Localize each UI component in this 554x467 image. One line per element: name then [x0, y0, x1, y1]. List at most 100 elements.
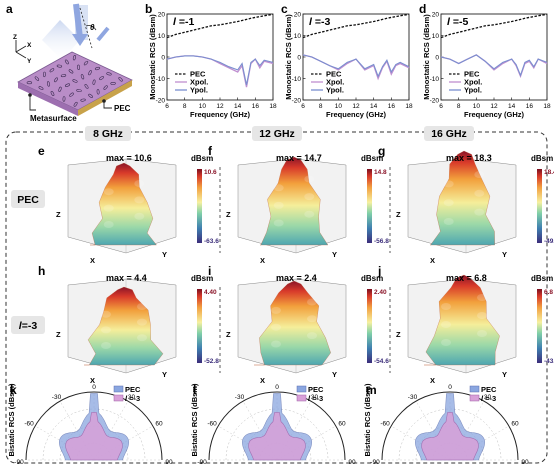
angle-tick-label: -30	[52, 394, 62, 401]
pattern-lobe	[307, 315, 317, 323]
panel-label-g: g	[378, 144, 385, 158]
x-tick-label: 10	[335, 103, 343, 110]
x-axis-arrow	[15, 45, 27, 53]
panel-label-i: i	[208, 264, 211, 278]
pattern-lobe	[441, 339, 451, 346]
y-axis-label: Monostatic RCS (dBsm)	[422, 14, 431, 100]
pattern-lobe	[443, 199, 454, 207]
legend-swatch-pec	[469, 385, 480, 393]
axis-x-label: X	[430, 256, 435, 265]
x-tick-label: 6	[165, 103, 169, 110]
x-tick-label: 6	[301, 103, 305, 110]
axis-y-label: Y	[502, 250, 507, 259]
pattern-lobe	[101, 342, 111, 349]
x-tick-label: 14	[234, 103, 242, 110]
pattern-lobe	[137, 303, 147, 310]
radiation-pattern-surface	[90, 162, 157, 246]
angle-tick-label: -90	[370, 459, 380, 466]
y-tick-label: 20	[294, 11, 302, 18]
legend-swatch-pec	[113, 385, 124, 393]
angle-tick-label: 90	[521, 459, 529, 466]
series-line-ypol	[440, 54, 548, 77]
angle-tick-label: 60	[155, 421, 163, 428]
polar-ring	[225, 408, 329, 461]
colorbar-min: -49.4	[544, 238, 554, 245]
colorbar-max: 2.40	[374, 289, 387, 296]
x-tick-label: 6	[439, 103, 443, 110]
radiation-pattern-surface	[254, 280, 331, 366]
pattern-lobe	[477, 312, 487, 319]
panel-label-b: b	[145, 2, 152, 16]
metasurface-pointer-dot	[28, 93, 32, 97]
unit-cell	[47, 81, 50, 87]
legend-swatch-l3	[296, 394, 307, 402]
axis-z-label: Z	[13, 34, 17, 41]
axis-x-label: X	[27, 42, 32, 49]
incident-arrowhead	[72, 34, 88, 46]
colorbar-min: -52.8	[204, 358, 219, 365]
legend-entry: PEC	[326, 70, 342, 79]
legend-entry-pec: PEC	[125, 385, 141, 394]
pattern-lobe	[304, 193, 315, 201]
pattern-lobe	[271, 340, 281, 348]
colorbar-max: 6.8	[544, 289, 553, 296]
axis-y-label: Y	[162, 250, 167, 259]
unit-cell	[99, 76, 104, 80]
axis-z-label: Z	[396, 210, 401, 219]
polar-spoke	[415, 400, 451, 461]
incident-beam-shape	[42, 20, 80, 60]
polar-spoke	[390, 425, 451, 461]
y-tick-label: -10	[430, 76, 440, 83]
y-tick-label: -20	[430, 97, 440, 104]
y-tick-label: 0	[435, 54, 439, 61]
colorbar	[197, 169, 202, 243]
unit-cell	[49, 68, 55, 73]
pattern-lobe	[101, 326, 111, 334]
pattern-lobe	[134, 196, 145, 204]
polar-ring	[398, 408, 502, 461]
x-tick-label: 18	[543, 103, 551, 110]
polar-ring	[381, 391, 519, 461]
colorbar-max: 18.4	[544, 169, 554, 176]
pattern-lobe	[304, 210, 315, 218]
series-line-pec	[166, 13, 274, 39]
x-axis-label: Frequency (GHz)	[326, 110, 387, 119]
pattern-lobe	[134, 212, 145, 220]
axis-y-label: Y	[27, 58, 32, 65]
monostatic-line-charts: b 6 8 10 12 14 16 18 -20 -10 0 10 20 Frequency (GHz) M…	[145, 2, 551, 119]
metasurface-pointer	[29, 95, 36, 111]
unit-cell	[69, 92, 74, 97]
pattern-lobe	[474, 208, 485, 216]
series-line-pec	[302, 13, 410, 39]
legend-swatch-l3	[113, 394, 124, 402]
polar-spoke	[276, 425, 337, 461]
panel-label-a: a	[6, 2, 13, 16]
angle-tick-label: 0	[448, 384, 452, 391]
pattern-lobe	[307, 332, 317, 340]
angle-tick-label: 60	[338, 421, 346, 428]
angle-tick-label: 30	[128, 394, 136, 401]
y-tick-label: 20	[158, 11, 166, 18]
frequency-headers: 8 GHz 12 GHz 16 GHz	[85, 126, 474, 141]
x-tick-label: 12	[352, 103, 360, 110]
unit-cell	[26, 81, 33, 85]
angle-tick-label: 90	[165, 459, 173, 466]
unit-cell	[118, 77, 123, 82]
l3-pattern-area	[65, 412, 123, 461]
angle-tick-label: 30	[484, 394, 492, 401]
theta-label: θ	[90, 23, 95, 32]
unit-cell	[34, 76, 40, 81]
pattern-lobe	[103, 188, 114, 196]
axis-x-label: X	[260, 376, 265, 385]
header-16ghz: 16 GHz	[431, 128, 467, 140]
row-label-l3: l=-3	[19, 320, 38, 332]
x-axis-label: Frequency (GHz)	[464, 110, 525, 119]
pec-pointer-dot	[102, 99, 106, 103]
y-tick-label: -10	[292, 76, 302, 83]
axis-x-label: X	[90, 256, 95, 265]
panel-label-l: l	[193, 383, 196, 397]
pattern-lobe	[477, 294, 487, 301]
